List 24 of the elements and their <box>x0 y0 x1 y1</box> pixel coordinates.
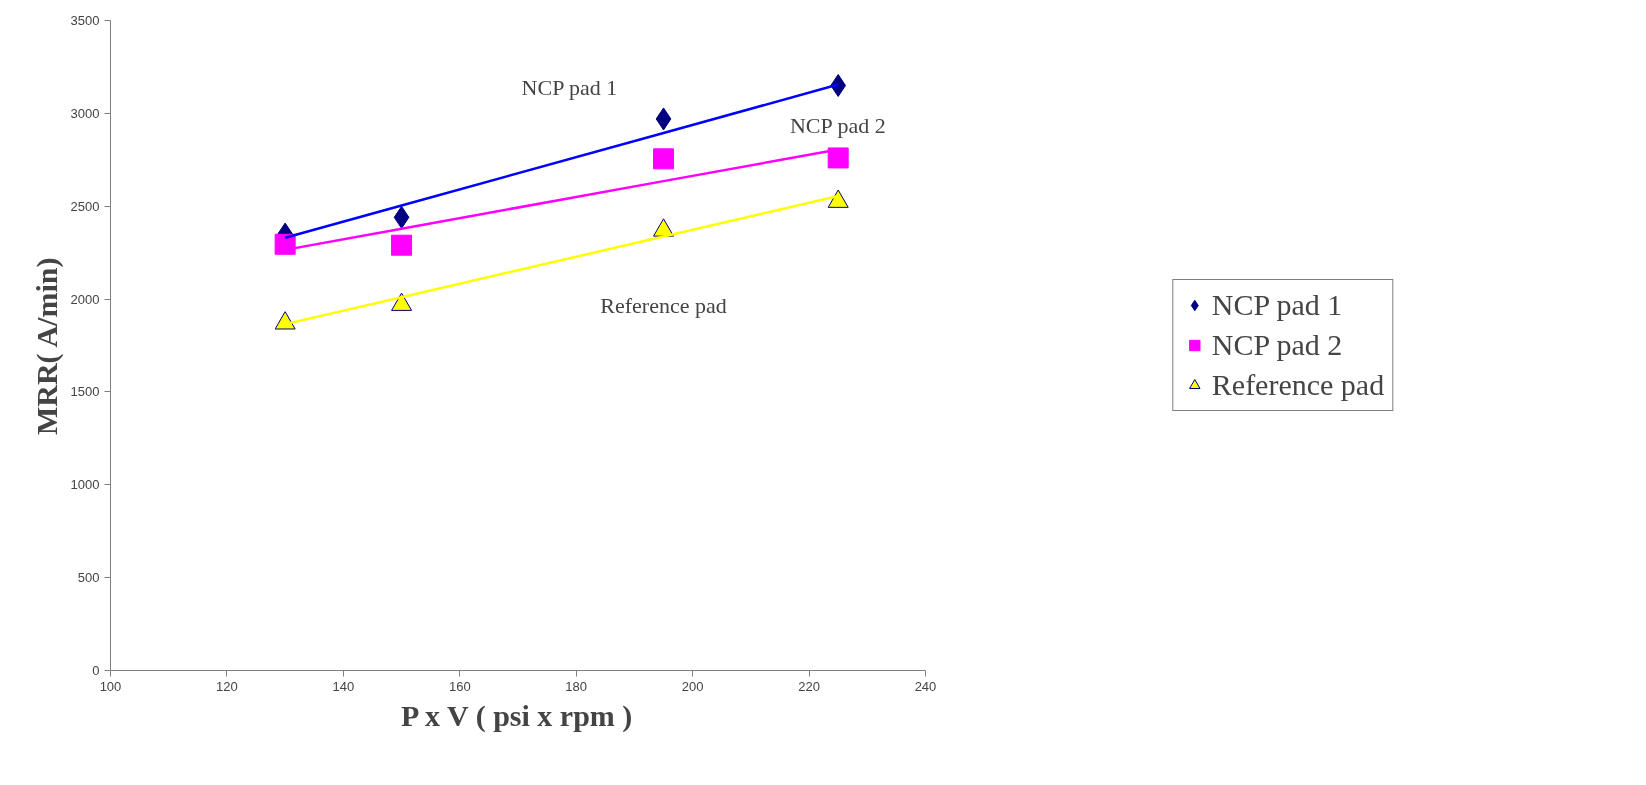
y-tick-label: 1500 <box>70 384 100 400</box>
y-tick-label: 3500 <box>70 13 100 28</box>
x-tick-label: 180 <box>565 678 588 694</box>
y-tick-label: 2500 <box>70 198 100 214</box>
y-tick-label: 500 <box>77 570 100 586</box>
y-axis-title: MRR( A/min) <box>29 257 64 436</box>
legend-label: NCP pad 1 <box>1211 288 1343 322</box>
y-tick-label: 1000 <box>70 477 100 493</box>
y-tick-label: 3000 <box>70 105 100 121</box>
x-tick-label: 140 <box>332 678 355 694</box>
annotation: NCP pad 1 <box>521 74 618 100</box>
y-tick-label: 0 <box>92 663 100 678</box>
x-tick-label: 220 <box>798 678 820 694</box>
y-tick-label: 2000 <box>70 291 100 307</box>
x-tick-label: 100 <box>99 678 122 694</box>
legend-label: Reference pad <box>1211 368 1385 402</box>
annotation: NCP pad 2 <box>789 113 886 139</box>
x-tick-label: 200 <box>681 678 704 694</box>
annotation: Reference pad <box>600 292 727 318</box>
legend-label: NCP pad 2 <box>1211 328 1343 362</box>
x-tick-label: 120 <box>216 678 238 694</box>
x-tick-label: 160 <box>448 678 471 694</box>
x-axis-title: P x V ( psi x rpm ) <box>400 698 633 733</box>
x-tick-label: 240 <box>914 678 937 694</box>
